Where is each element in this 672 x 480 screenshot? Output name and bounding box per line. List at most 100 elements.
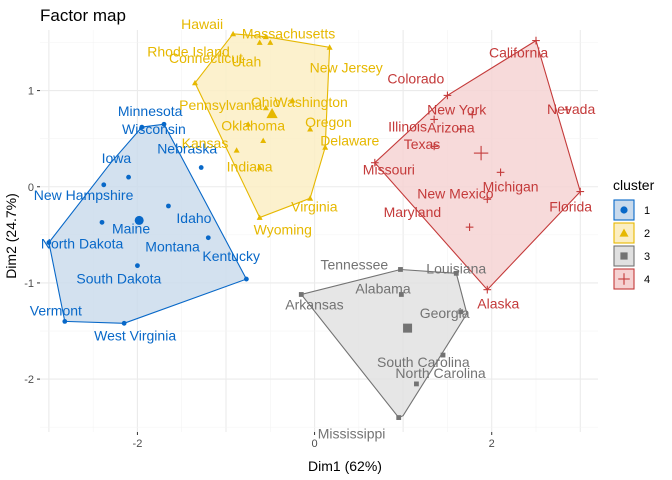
point-south-carolina [440, 352, 446, 358]
point-utah [256, 39, 263, 45]
label-california: California [489, 45, 548, 61]
point-minnesota [139, 124, 145, 130]
point-colorado [443, 91, 452, 100]
point-alaska [483, 285, 492, 294]
point-michigan [496, 168, 505, 177]
point-alabama [398, 292, 404, 297]
label-texas: Texas [404, 136, 441, 152]
point-virginia [307, 195, 314, 201]
label-north-carolina: North Carolina [395, 365, 485, 381]
label-vermont: Vermont [30, 302, 82, 318]
cluster-2-centroid [266, 108, 278, 119]
label-idaho: Idaho [176, 210, 211, 226]
cluster-4-hull [374, 39, 581, 291]
label-oregon: Oregon [305, 114, 352, 130]
label-kansas: Kansas [182, 135, 229, 151]
point-new-hampshire [101, 182, 107, 188]
point-kentucky [243, 276, 249, 282]
point-georgia [458, 309, 464, 315]
point-vermont [62, 319, 68, 324]
point-tennessee [398, 267, 403, 272]
legend-label-1: 1 [644, 205, 650, 217]
label-arizona: Arizona [427, 120, 475, 136]
legend-symbol-1 [620, 206, 628, 214]
point-louisiana [453, 270, 459, 276]
legend-label-3: 3 [644, 251, 650, 263]
cluster-2-hull [194, 33, 331, 219]
label-illinois: Illinois [388, 118, 427, 134]
x-tick-label: -2 [133, 438, 143, 450]
label-nebraska: Nebraska [157, 141, 217, 157]
cluster-4-centroid [473, 145, 489, 161]
label-florida: Florida [549, 199, 592, 215]
point-delaware [322, 144, 329, 150]
label-alabama: Alabama [355, 280, 410, 296]
y-tick-label: 0 [28, 182, 34, 194]
point-new-mexico [483, 195, 492, 204]
point-california [532, 36, 540, 45]
label-new-mexico: New Mexico [417, 185, 493, 201]
chart-title: Factor map [40, 6, 126, 25]
point-maine [99, 219, 105, 225]
label-minnesota: Minnesota [118, 103, 183, 119]
axis-ticks: -2 0 2 -2 -1 0 1 [24, 86, 495, 450]
label-massachusetts: Massachusetts [242, 26, 335, 42]
point-washington [289, 97, 296, 103]
point-massachusetts [262, 33, 269, 40]
label-hawaii: Hawaii [181, 16, 223, 32]
point-texas [456, 125, 465, 133]
point-new-york [430, 115, 438, 124]
legend-label-2: 2 [644, 228, 650, 240]
point-illinois [430, 142, 438, 151]
cluster-centroids [134, 108, 489, 333]
label-georgia: Georgia [420, 305, 470, 321]
legend-symbol-2 [619, 228, 629, 237]
point-florida [576, 187, 585, 196]
point-arizona [468, 110, 477, 119]
label-michigan: Michigan [483, 178, 539, 194]
point-rhode-island [267, 39, 274, 45]
point-mississippi [396, 415, 402, 420]
label-alaska: Alaska [477, 296, 519, 312]
point-arkansas [298, 292, 304, 297]
legend-symbol-4 [618, 273, 630, 285]
label-utah: Utah [232, 54, 262, 70]
label-montana: Montana [145, 239, 200, 255]
point-montana [205, 235, 211, 241]
label-south-dakota: South Dakota [76, 271, 161, 287]
point-new-jersey [326, 44, 333, 50]
y-tick-label: -2 [24, 374, 34, 386]
label-mississippi: Mississippi [318, 426, 386, 442]
point-north-dakota [46, 240, 52, 245]
point-maryland [465, 223, 474, 231]
label-delaware: Delaware [320, 132, 379, 148]
cluster-1-centroid [134, 215, 144, 225]
point-hawaii [230, 30, 237, 37]
label-wisconsin: Wisconsin [122, 121, 186, 137]
point-pennsylvania [245, 121, 252, 127]
x-axis-title: Dim1 (62%) [308, 458, 382, 474]
label-washington: Washington [274, 94, 347, 110]
label-virginia: Virginia [291, 198, 338, 214]
data-points [46, 30, 585, 420]
label-indiana: Indiana [227, 159, 273, 175]
x-tick-label: 2 [489, 438, 495, 450]
point-oklahoma [260, 137, 267, 143]
label-new-hampshire: New Hampshire [34, 187, 134, 203]
label-rhode-island: Rhode Island [147, 44, 230, 60]
cluster-hulls [48, 33, 581, 419]
y-axis-title: Dim2 (24.7%) [3, 193, 19, 279]
label-tennessee: Tennessee [320, 256, 388, 272]
legend-symbol-3 [620, 252, 628, 260]
point-idaho [166, 203, 171, 209]
label-arkansas: Arkansas [285, 296, 343, 312]
label-pennsylvania: Pennsylvania [179, 97, 262, 113]
label-nevada: Nevada [547, 101, 595, 117]
label-oklahoma: Oklahoma [221, 118, 285, 134]
label-iowa: Iowa [102, 150, 132, 166]
point-west-virginia [121, 320, 127, 326]
point-ohio [262, 104, 269, 111]
point-indiana [256, 164, 263, 170]
y-tick-label: 1 [28, 86, 34, 98]
